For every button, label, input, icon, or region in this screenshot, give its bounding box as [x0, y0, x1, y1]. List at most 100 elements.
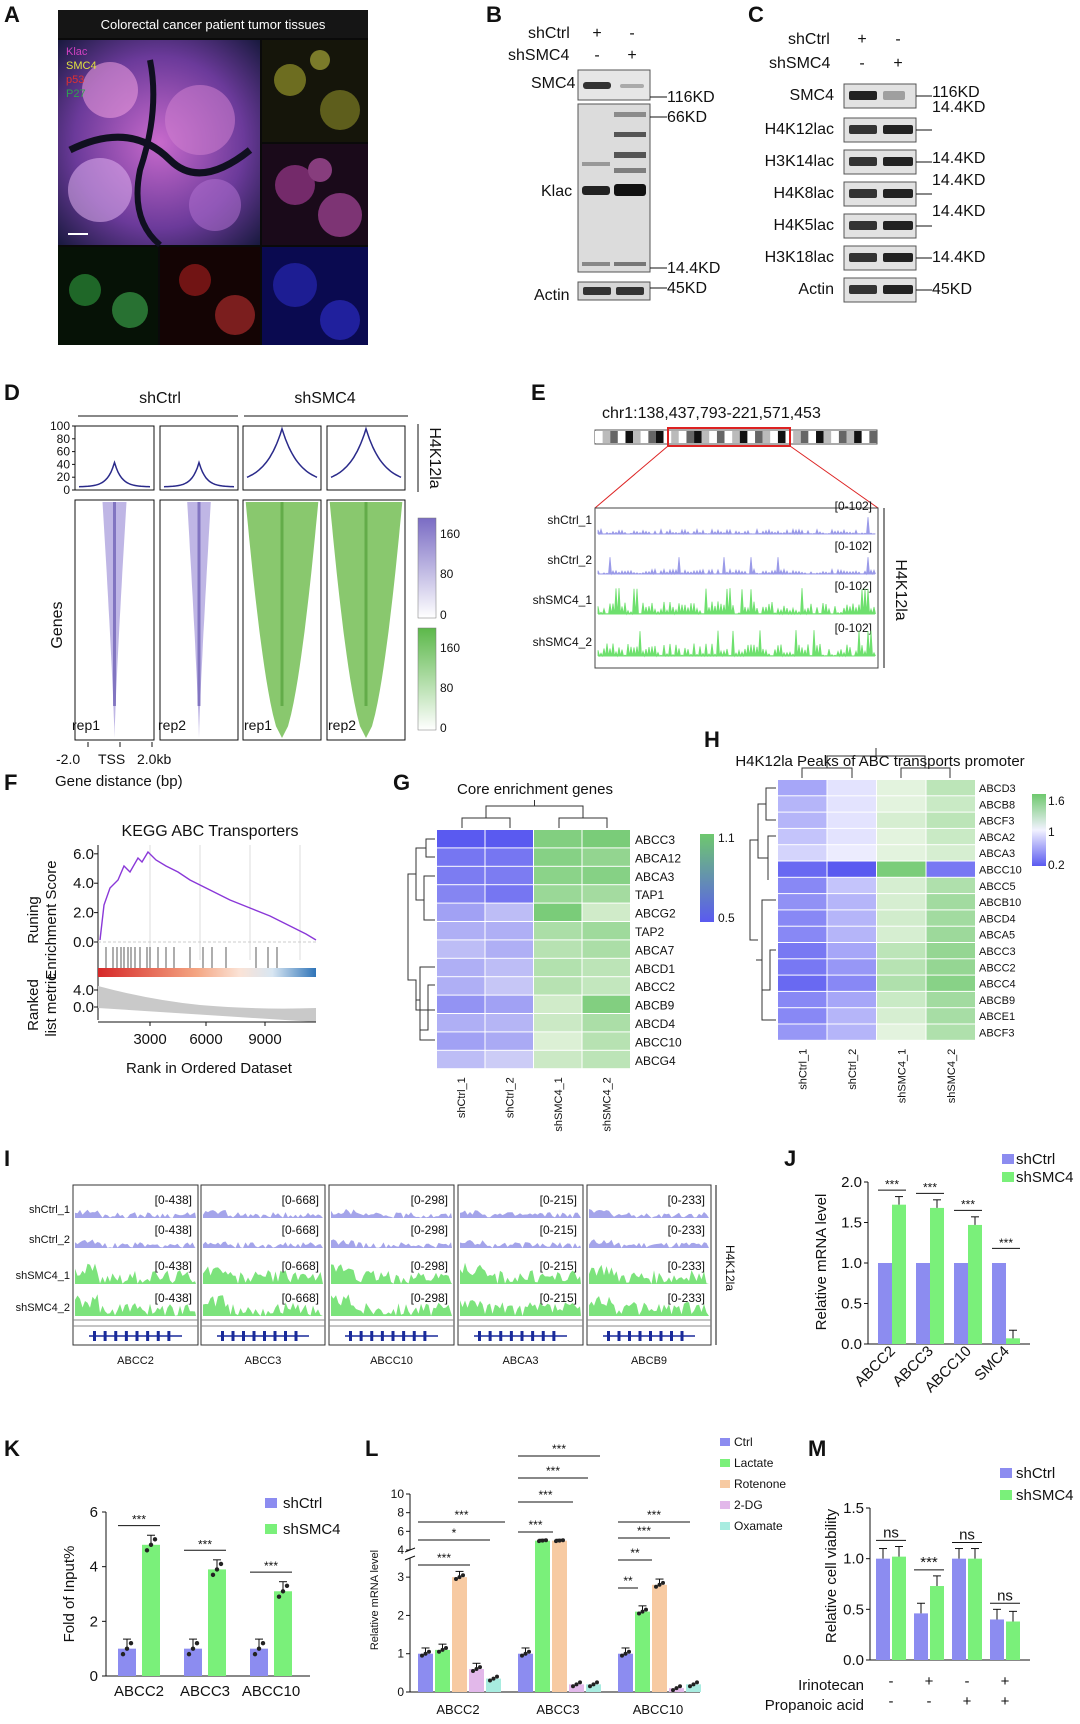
i-track-label-0: shCtrl_1 — [29, 1204, 70, 1216]
c-lane1-row1: + — [857, 31, 866, 48]
g-cell-0-3 — [582, 830, 630, 848]
i-exon-0-4 — [135, 1331, 139, 1341]
k-dot-ABCC3-1-0 — [210, 1572, 216, 1578]
k-ytick-0: 0 — [90, 1668, 98, 1685]
c-band-ctrl-5 — [849, 253, 877, 262]
g-cell-2-2 — [534, 866, 582, 885]
g-cell-2-3 — [582, 866, 630, 885]
panel-letter-b: B — [486, 2, 502, 27]
l-legend-2: Rotenone — [734, 1477, 786, 1491]
ideogram-band-35 — [861, 431, 870, 443]
l-dot-ABCC3-2-1 — [557, 1538, 562, 1543]
ideogram-band-28 — [808, 431, 817, 443]
i-exon-0-3 — [124, 1331, 128, 1341]
c-marker-2: 14.4KD — [932, 150, 985, 167]
k-dot-ABCC3-0-1 — [190, 1646, 196, 1651]
ideogram-band-10 — [671, 431, 679, 443]
l-dot-ABCC3-0-1 — [523, 1651, 528, 1656]
k-legend-smc4: shSMC4 — [283, 1521, 341, 1538]
d-scale2-0: 0 — [440, 721, 447, 735]
g-cell-2-0 — [437, 866, 485, 885]
h-gene-3: ABCA2 — [979, 832, 1015, 844]
h-cell-2-3 — [926, 812, 975, 828]
i-range-0-2: [0-438] — [155, 1259, 192, 1273]
i-exon-2-7 — [423, 1331, 427, 1341]
d-ytick-80: 80 — [57, 432, 71, 446]
panel-a-immunofluorescence: Colorectal cancer patient tumor tissues … — [58, 10, 368, 345]
i-box-1 — [200, 1184, 326, 1346]
h-gene-6: ABCC5 — [979, 881, 1016, 893]
i-signal-3-1 — [460, 1240, 581, 1248]
l-xtick-ABCC10: ABCC10 — [633, 1702, 684, 1717]
i-exon-4-3 — [638, 1331, 642, 1341]
l-ytick-6: 8 — [397, 1506, 404, 1520]
i-exon-0-2 — [114, 1331, 118, 1341]
g-sample-1: shCtrl_2 — [505, 1077, 517, 1118]
g-cell-7-2 — [534, 958, 582, 977]
i-gene-name-3: ABCA3 — [502, 1355, 538, 1367]
panel-letter-i: I — [4, 1146, 10, 1171]
f-xtick-2: 9000 — [248, 1031, 281, 1048]
m-row1-3: + — [1001, 1673, 1010, 1690]
d-scale1-160: 160 — [440, 527, 460, 541]
i-exon-2-1 — [359, 1331, 363, 1341]
g-gene-8: ABCC2 — [635, 980, 675, 994]
c-band-ctrl-4 — [849, 221, 877, 230]
i-range-3-3: [0-215] — [540, 1291, 577, 1305]
ideogram-band-24 — [777, 431, 786, 443]
l-dot-ABCC2-4-1 — [491, 1676, 496, 1681]
i-range-2-1: [0-298] — [411, 1223, 448, 1237]
l-dot-ABCC3-3-1 — [574, 1682, 579, 1687]
i-signal-4-1 — [589, 1239, 709, 1248]
b-lane2-row2: + — [627, 47, 636, 64]
d-heatmap-core-2 — [280, 502, 284, 706]
h-cell-8-3 — [926, 910, 975, 926]
channel-p27: P27 — [66, 88, 86, 100]
ideogram-band-27 — [800, 431, 809, 443]
l-dot-ABCC3-2-0 — [554, 1539, 558, 1544]
g-cell-10-3 — [582, 1014, 630, 1032]
panel-f-gsea: KEGG ABC Transporters 6.04.02.00.04.00.0… — [25, 823, 317, 1077]
k-bar-ABCC10-shSMC4 — [274, 1591, 292, 1676]
l-dot-ABCC10-2-2 — [661, 1580, 665, 1585]
j-bar-ABCC3-shCtrl — [916, 1263, 930, 1344]
i-signal-1-1 — [203, 1241, 323, 1248]
f-xtick-1: 6000 — [189, 1031, 222, 1048]
h-cell-9-2 — [877, 926, 926, 942]
d-heatmap-core-1 — [197, 502, 201, 706]
m-bar-3-shCtrl — [990, 1619, 1004, 1660]
d-group-shsmc4: shSMC4 — [294, 390, 355, 407]
c-blot-label-1: H4K12lac — [765, 121, 834, 138]
m-sig-1: *** — [920, 1554, 938, 1571]
panel-g-heatmap: Core enrichment genes ABCC3 ABCA12 ABCA3 TA… — [407, 781, 735, 1132]
h-cell-8-0 — [778, 910, 827, 926]
i-exon-3-6 — [541, 1331, 545, 1341]
j-legend-smc4: shSMC4 — [1016, 1169, 1074, 1186]
panel-a-banner: Colorectal cancer patient tumor tissues — [101, 17, 326, 32]
d-scale1-80: 80 — [440, 567, 454, 581]
l-dot-ABCC3-4-1 — [591, 1682, 596, 1687]
d-heatmap-core-0 — [113, 502, 116, 706]
g-cell-11-0 — [437, 1032, 485, 1050]
m-row2-label: Propanoic acid — [765, 1697, 864, 1714]
b-marker-116kd: 116KD — [667, 89, 715, 106]
ideogram-band-18 — [732, 431, 740, 443]
m-legend-ctrl: shCtrl — [1016, 1465, 1055, 1482]
f-ytick2-0: 4.0 — [73, 982, 94, 999]
l-ytick-3: 3 — [397, 1570, 404, 1584]
m-sig-0: ns — [883, 1524, 899, 1541]
panel-b-western: shCtrl shSMC4 + - - + SMC4 Klac Actin 11… — [508, 25, 720, 304]
i-signal-2-2 — [331, 1264, 452, 1284]
f-ranked-metric-area — [98, 986, 316, 1022]
i-exon-2-0 — [349, 1331, 352, 1341]
j-legend-swatch-smc4 — [1002, 1172, 1014, 1182]
panel-c-row1-label: shCtrl — [788, 31, 830, 48]
h-cell-7-2 — [877, 894, 926, 910]
g-scale — [700, 834, 714, 922]
m-row2-3: + — [1001, 1693, 1010, 1710]
f-ylabel2b: list metric — [43, 973, 60, 1037]
d-ytick-0: 0 — [63, 483, 70, 497]
k-xtick-ABCC2: ABCC2 — [114, 1683, 164, 1700]
l-dot-ABCC10-4-2 — [695, 1680, 699, 1685]
h-cell-0-0 — [778, 780, 827, 796]
